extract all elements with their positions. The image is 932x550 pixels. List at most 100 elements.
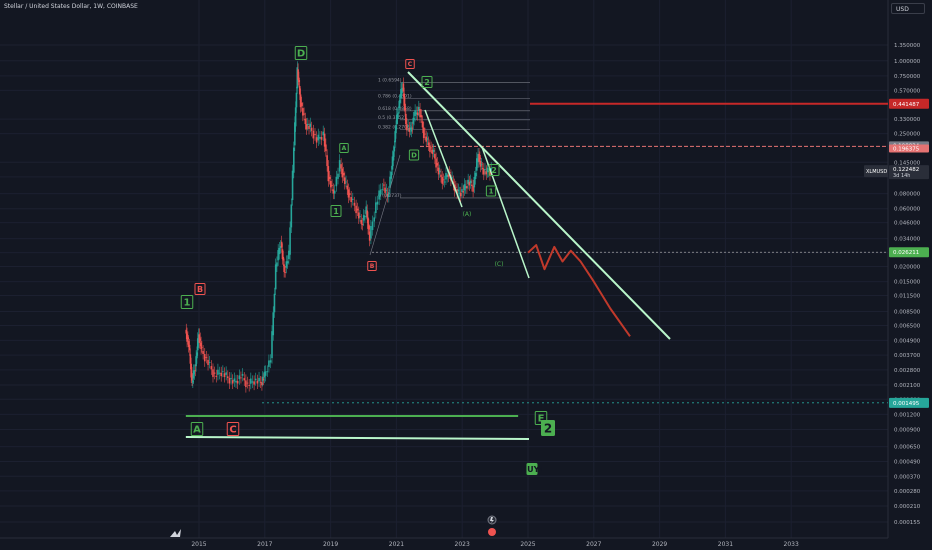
candle-body (408, 127, 411, 132)
candle-body (407, 125, 409, 127)
flag-circle (488, 528, 496, 536)
y-tick-label-4: 0.330000 (894, 117, 921, 123)
candle-body (376, 201, 379, 205)
x-tick-label-3: 2021 (389, 541, 404, 548)
candle-body (361, 223, 364, 225)
x-tick-label-1: 2017 (257, 541, 272, 548)
candle-body (421, 121, 424, 128)
candle-body (370, 226, 372, 239)
candle-body (477, 153, 479, 163)
candle-body (489, 171, 491, 176)
candle-body (410, 127, 413, 132)
candle-body (187, 341, 190, 348)
x-tick-label-9: 2033 (784, 541, 799, 548)
candle-body (290, 204, 293, 228)
candle-body (218, 372, 221, 374)
candle-body (326, 155, 328, 167)
wave-label-B-mid: B (370, 263, 375, 270)
candle-body (458, 192, 461, 194)
candle-body (261, 377, 264, 381)
candle-body (193, 370, 196, 375)
wave-label-1-right-box (485, 185, 497, 197)
price-tag-resistance: 0.441487 (893, 102, 920, 108)
candle-body (200, 342, 202, 350)
candle-body (467, 179, 469, 184)
candle-body (384, 187, 386, 193)
candle-body (424, 133, 426, 135)
candle-body (481, 168, 484, 170)
wave-label-C-bottom-box (226, 422, 240, 436)
candle-body (187, 337, 189, 340)
candle-body (404, 103, 406, 110)
wave-label-E: E (538, 414, 545, 425)
price-tag-support-bg (889, 247, 929, 258)
candle-body (185, 329, 188, 334)
wave-label-B-left-box (194, 283, 206, 295)
candle-body (335, 176, 338, 187)
candle-body (315, 137, 318, 143)
candle-body (390, 171, 393, 179)
bar-countdown: 3d 14h (893, 173, 910, 179)
wave-label-A-paren: (A) (463, 211, 472, 218)
candle-body (215, 375, 218, 377)
candle-body (256, 380, 259, 384)
price-axis-panel (888, 0, 932, 550)
candle-body (451, 177, 453, 179)
candle-body (312, 130, 315, 139)
candle-body (268, 360, 270, 367)
candle-body (298, 86, 301, 95)
candle-body (272, 312, 275, 336)
candle-body (292, 147, 295, 173)
wave-label-C-top-box (405, 59, 415, 69)
candle-body (386, 193, 389, 197)
earnings-flag-icon (488, 528, 496, 536)
wave-label-2-top-box (421, 76, 433, 88)
candle-body (412, 117, 415, 124)
candle-body (434, 153, 436, 159)
candle-body (225, 372, 227, 375)
candle-body (205, 356, 208, 358)
currency-selector[interactable]: USD (891, 3, 925, 14)
candle-body (253, 381, 255, 385)
candle-body (250, 378, 252, 384)
candle-body (212, 369, 214, 377)
candle-body (279, 246, 282, 248)
candle-body (278, 247, 281, 255)
candle-body (299, 94, 302, 108)
last-price-bg (889, 165, 929, 180)
lightning-event-icon (487, 515, 497, 525)
candle-body (246, 382, 249, 384)
y-tick-label-8: 0.080000 (894, 192, 921, 198)
candle-body (220, 372, 223, 377)
wave-label-1-right: 1 (489, 188, 494, 196)
candle-body (392, 151, 395, 161)
candle-body (302, 108, 304, 116)
candle-body (342, 172, 345, 176)
candle-body (366, 210, 369, 218)
x-tick-label-0: 2015 (191, 541, 206, 548)
candle-body (304, 118, 307, 125)
candle-body (331, 185, 333, 187)
candle-body (472, 185, 474, 192)
candle-body (197, 334, 200, 343)
candle-body (457, 189, 460, 192)
candle-body (362, 215, 365, 221)
candle-body (396, 114, 398, 125)
wave-label-2-right: 2 (491, 166, 497, 175)
candle-body (429, 145, 431, 152)
y-tick-label-27: 0.000370 (894, 474, 921, 480)
candle-body (469, 180, 472, 184)
candle-body (286, 261, 289, 264)
candle-body (473, 176, 476, 188)
candle-body (346, 185, 349, 190)
symbol-tag: XLMUSD (866, 169, 887, 175)
candle-body (191, 373, 193, 381)
candle-body (414, 110, 416, 116)
candle-body (462, 191, 465, 193)
price-tag-low: 0.001495 (893, 401, 920, 407)
candle-body (471, 184, 473, 186)
candle-body (266, 371, 269, 373)
candle-body (245, 380, 247, 388)
candle-body (480, 164, 483, 165)
